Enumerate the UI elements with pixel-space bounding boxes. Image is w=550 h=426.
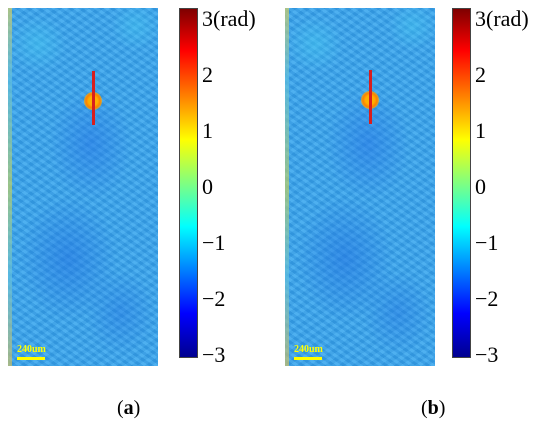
colorbar-tick-label: 0 [475, 174, 486, 199]
phase-map-image: 240um [8, 8, 158, 366]
colorbar-tick-label: −1 [202, 230, 226, 255]
colorbar-tick-label: 3(rad) [475, 6, 529, 31]
colorbar [179, 8, 198, 358]
red-marker-line [92, 71, 95, 125]
edge-artifact [285, 8, 289, 366]
scale-bar [294, 357, 322, 360]
panel-b: 240um 3(rad) 2 1 0 −1 −2 −3 (b) [275, 0, 550, 426]
red-marker-line [369, 70, 372, 124]
scale-bar [17, 357, 45, 360]
colorbar-tick-label: −2 [475, 286, 499, 311]
scale-bar-label: 240um [17, 344, 46, 355]
panel-label: (a) [117, 397, 141, 419]
colorbar-tick-label: 2 [475, 62, 486, 87]
colorbar-tick-label: 0 [202, 174, 213, 199]
panel-a: 240um 3(rad) 2 1 0 −1 −2 −3 (a) [8, 6, 256, 419]
panel-label: (b) [421, 397, 446, 419]
colorbar-tick-label: −3 [475, 342, 499, 367]
colorbar [452, 8, 471, 358]
colorbar-tick-label: −1 [475, 230, 499, 255]
colorbar-tick-label: 3(rad) [202, 6, 256, 31]
colorbar-tick-label: 1 [202, 118, 213, 143]
scale-bar-label: 240um [294, 344, 323, 355]
colorbar-tick-label: 2 [202, 62, 213, 87]
phase-map-image: 240um [285, 8, 435, 366]
colorbar-tick-label: 1 [475, 118, 486, 143]
colorbar-tick-label: −2 [202, 286, 226, 311]
colorbar-tick-label: −3 [202, 342, 226, 367]
edge-artifact [8, 8, 12, 366]
